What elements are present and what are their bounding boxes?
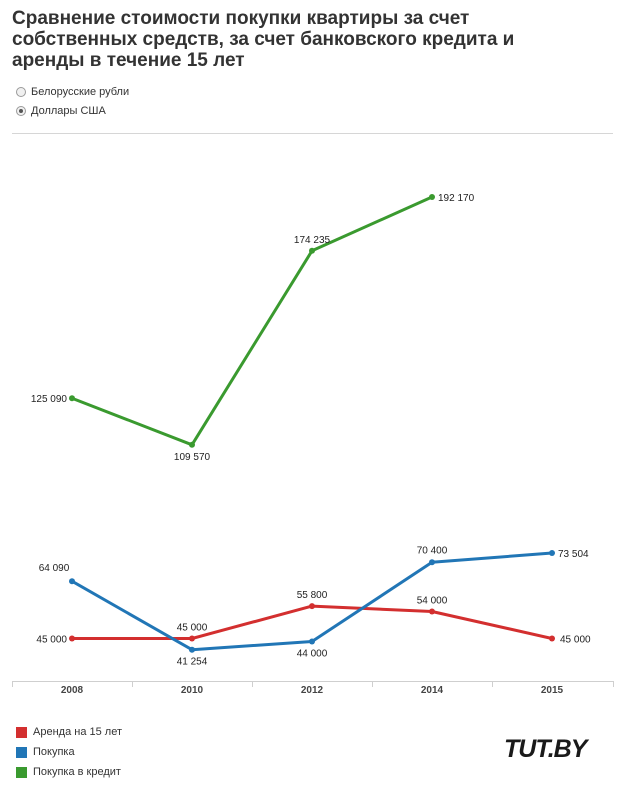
radio-button-usd[interactable]: [16, 105, 26, 116]
data-point-purchase-2010: [189, 646, 195, 653]
data-point-rent-2012: [309, 603, 315, 610]
data-point-rent-2010: [189, 635, 195, 642]
data-point-purchase-2015: [549, 549, 555, 556]
chart-title: Сравнение стоимости покупки квартиры за …: [12, 8, 515, 71]
legend-item-rent: Аренда на 15 лет: [16, 722, 122, 742]
currency-selector: Белорусские рубли Доллары США: [16, 82, 129, 120]
data-label-purchase-2008: 64 090: [39, 563, 70, 574]
data-label-rent-2014: 54 000: [417, 596, 448, 607]
legend-label-purchase: Покупка: [33, 746, 75, 758]
data-point-rent-2008: [69, 635, 75, 642]
radio-option-usd[interactable]: Доллары США: [16, 101, 129, 120]
data-label-rent-2015: 45 000: [560, 635, 591, 646]
data-label-credit-2014: 192 170: [438, 193, 475, 204]
x-tick-label-2008: 2008: [61, 685, 84, 696]
data-label-purchase-2014: 70 400: [417, 545, 448, 556]
data-point-purchase-2008: [69, 578, 75, 585]
chart-top-divider: [12, 133, 613, 134]
data-point-purchase-2014: [429, 559, 435, 566]
data-point-rent-2014: [429, 608, 435, 615]
data-point-credit-2010: [189, 441, 195, 448]
data-label-rent-2012: 55 800: [297, 590, 328, 601]
tutby-logo: TUT.BY: [504, 735, 587, 763]
data-label-credit-2010: 109 570: [174, 452, 211, 463]
radio-label-byn: Белорусские рубли: [31, 85, 130, 98]
x-tick-label-2015: 2015: [541, 685, 564, 696]
radio-option-byn[interactable]: Белорусские рубли: [16, 82, 129, 101]
data-label-purchase-2010: 41 254: [177, 657, 208, 668]
data-label-credit-2008: 125 090: [31, 394, 68, 405]
data-point-credit-2008: [69, 395, 75, 402]
radio-label-usd: Доллары США: [31, 104, 106, 117]
legend: Аренда на 15 лет Покупка Покупка в креди…: [16, 722, 122, 782]
radio-button-byn[interactable]: [16, 86, 26, 97]
series-line-credit: [71, 195, 433, 447]
data-label-rent-2010: 45 000: [177, 623, 208, 634]
data-label-purchase-2012: 44 000: [297, 649, 328, 660]
legend-item-credit: Покупка в кредит: [16, 762, 122, 782]
x-tick-label-2012: 2012: [301, 685, 324, 696]
data-label-credit-2012: 174 235: [294, 235, 331, 246]
series-line-purchase: [71, 551, 553, 652]
x-tick-label-2014: 2014: [421, 685, 444, 696]
legend-item-purchase: Покупка: [16, 742, 122, 762]
legend-swatch-purchase: [16, 746, 27, 758]
data-point-credit-2014: [429, 193, 435, 200]
data-point-credit-2012: [309, 247, 315, 254]
data-point-rent-2015: [549, 635, 555, 642]
legend-label-rent: Аренда на 15 лет: [33, 726, 122, 738]
x-tick-label-2010: 2010: [181, 685, 204, 696]
data-label-purchase-2015: 73 504: [558, 549, 589, 560]
legend-label-credit: Покупка в кредит: [33, 766, 121, 778]
legend-swatch-credit: [16, 766, 27, 778]
data-label-rent-2008: 45 000: [36, 635, 67, 646]
legend-swatch-rent: [16, 726, 27, 738]
data-point-purchase-2012: [309, 638, 315, 645]
